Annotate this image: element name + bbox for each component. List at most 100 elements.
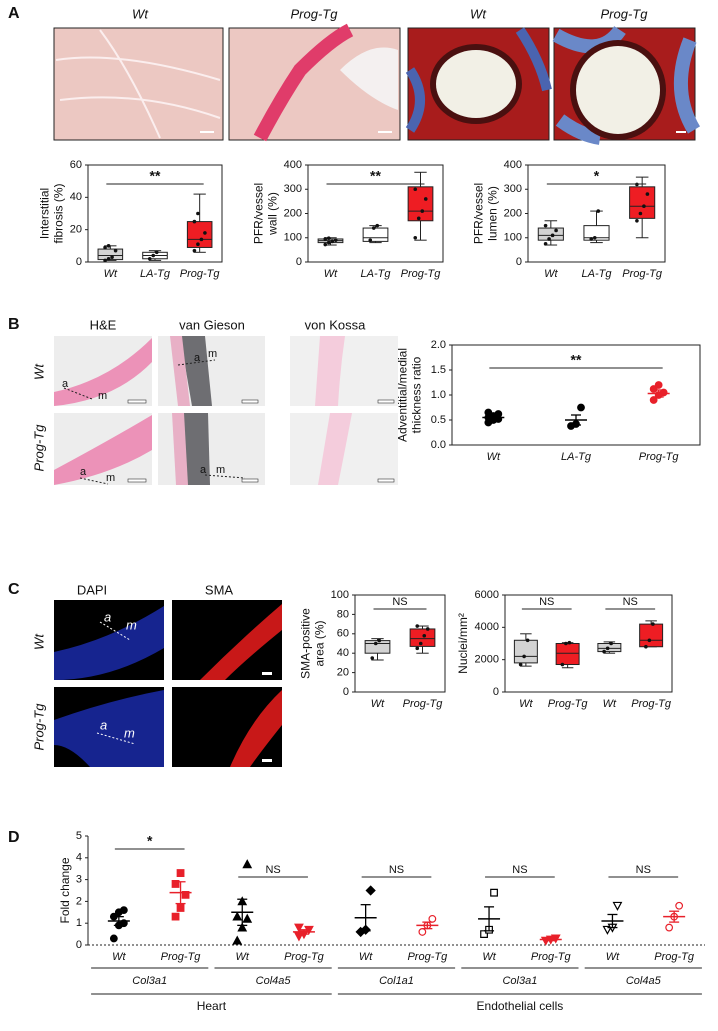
data-point [592, 235, 597, 240]
data-point [638, 211, 643, 216]
data-point [232, 935, 243, 945]
gene-label: Col3a1 [132, 975, 167, 987]
data-point [525, 638, 530, 643]
box [513, 639, 538, 664]
box [409, 628, 436, 647]
data-point [418, 928, 427, 936]
data-point [113, 248, 118, 253]
box [639, 623, 664, 648]
group-label: Endothelial cells [477, 999, 564, 1013]
y-tick-label: 100 [504, 232, 522, 244]
x-tick-label: Wt [371, 698, 385, 710]
y-tick-label: 400 [284, 159, 302, 171]
y-tick-label: 1.0 [431, 389, 446, 401]
gene-label: Col4a5 [256, 975, 292, 987]
y-tick-label: 0 [343, 686, 349, 698]
data-point [647, 638, 652, 643]
annotation: m [124, 725, 135, 740]
y-axis-label: Adventitial/medial [395, 348, 409, 442]
data-point [596, 209, 601, 213]
data-point [171, 912, 180, 921]
data-point [106, 256, 111, 261]
data-point [103, 245, 107, 250]
y-tick-label: 0.0 [431, 439, 446, 451]
data-point [106, 244, 111, 248]
significance-label: NS [265, 864, 280, 876]
x-tick-label: Prog-Tg [284, 951, 325, 963]
micrograph [54, 413, 152, 485]
data-point [294, 932, 304, 942]
data-point [420, 209, 425, 213]
x-tick-label: Wt [606, 951, 620, 963]
y-tick-label: 60 [337, 628, 349, 640]
data-point [365, 885, 376, 896]
box [583, 225, 610, 241]
data-point [560, 662, 565, 667]
micrograph [405, 27, 552, 141]
y-tick-label: 200 [284, 207, 302, 219]
y-tick-label: 6000 [475, 589, 499, 601]
data-point [589, 237, 594, 241]
data-point [110, 255, 114, 259]
micrograph [228, 23, 401, 142]
x-tick-label: Wt [104, 268, 118, 280]
data-point [675, 901, 684, 910]
x-tick-label: LA-Tg [361, 268, 392, 280]
data-point [564, 641, 568, 646]
y-tick-label: 4 [76, 852, 82, 864]
gene-label: Col3a1 [502, 975, 537, 987]
micrograph [158, 413, 265, 485]
annotation: m [216, 464, 225, 476]
y-tick-label: 60 [70, 159, 82, 171]
x-tick-label: Wt [487, 451, 501, 463]
significance-label: NS [512, 864, 527, 876]
data-point [518, 662, 523, 667]
plot-frame [354, 594, 446, 693]
y-tick-label: 5 [76, 830, 82, 842]
data-point [192, 219, 197, 224]
data-point [176, 869, 185, 877]
data-point [418, 641, 423, 646]
micrograph [54, 687, 164, 767]
plot-frame [504, 594, 673, 693]
data-point [330, 239, 335, 244]
data-point [176, 904, 185, 912]
data-point [490, 888, 498, 897]
panel-label: C [8, 581, 20, 598]
x-tick-label: Wt [603, 698, 617, 710]
data-point [326, 240, 331, 245]
gene-label: Col4a5 [626, 975, 662, 987]
y-tick-label: 0 [296, 256, 302, 268]
y-tick-label: 0 [493, 686, 499, 698]
x-tick-label: Prog-Tg [531, 951, 572, 963]
y-tick-label: 0 [516, 256, 522, 268]
data-point [154, 250, 159, 255]
annotation: a [200, 464, 207, 476]
x-tick-label: Wt [482, 951, 496, 963]
box [555, 643, 580, 666]
y-tick-label: 200 [504, 207, 522, 219]
data-point [416, 216, 421, 221]
row-label: Wt [31, 363, 46, 380]
y-axis-label: PFR/vessel [251, 183, 265, 244]
data-point [151, 253, 156, 258]
data-point [543, 242, 548, 246]
x-tick-label: Wt [112, 951, 126, 963]
data-point [415, 624, 420, 628]
y-tick-label: 400 [504, 159, 522, 171]
data-point [609, 641, 613, 646]
row-label: Wt [31, 633, 46, 650]
box [97, 248, 124, 261]
image-header: von Kossa [305, 317, 366, 332]
y-tick-label: 1.5 [431, 364, 446, 376]
data-point [645, 192, 650, 196]
y-axis-label: lumen (%) [485, 186, 499, 241]
y-axis-label: thickness ratio [409, 356, 423, 433]
data-point [522, 654, 526, 659]
x-tick-label: Prog-Tg [631, 698, 672, 710]
panel-label: A [8, 5, 20, 22]
data-point [333, 238, 338, 242]
y-tick-label: 3 [76, 874, 82, 886]
micrograph [54, 336, 152, 406]
